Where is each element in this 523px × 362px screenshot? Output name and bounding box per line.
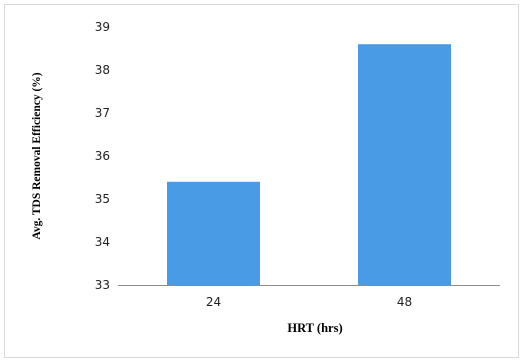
y-tick-label: 33 [95,278,110,292]
y-tick-label: 36 [95,149,110,163]
bar [167,181,260,285]
x-tick-label: 24 [206,295,221,309]
bar [358,44,451,286]
x-axis-ticks: 24 48 [206,295,412,309]
x-tick-label: 48 [397,295,412,309]
y-axis-ticks: 33 34 35 36 37 38 39 [95,20,110,292]
y-tick-label: 35 [95,192,110,206]
bar-group [167,44,451,286]
y-tick-label: 39 [95,20,110,34]
x-axis-title: HRT (hrs) [287,321,342,335]
y-tick-label: 38 [95,63,110,77]
y-tick-label: 37 [95,106,110,120]
y-tick-label: 34 [95,235,110,249]
y-axis-title: Avg. TDS Removal Efficiency (%) [31,72,43,239]
